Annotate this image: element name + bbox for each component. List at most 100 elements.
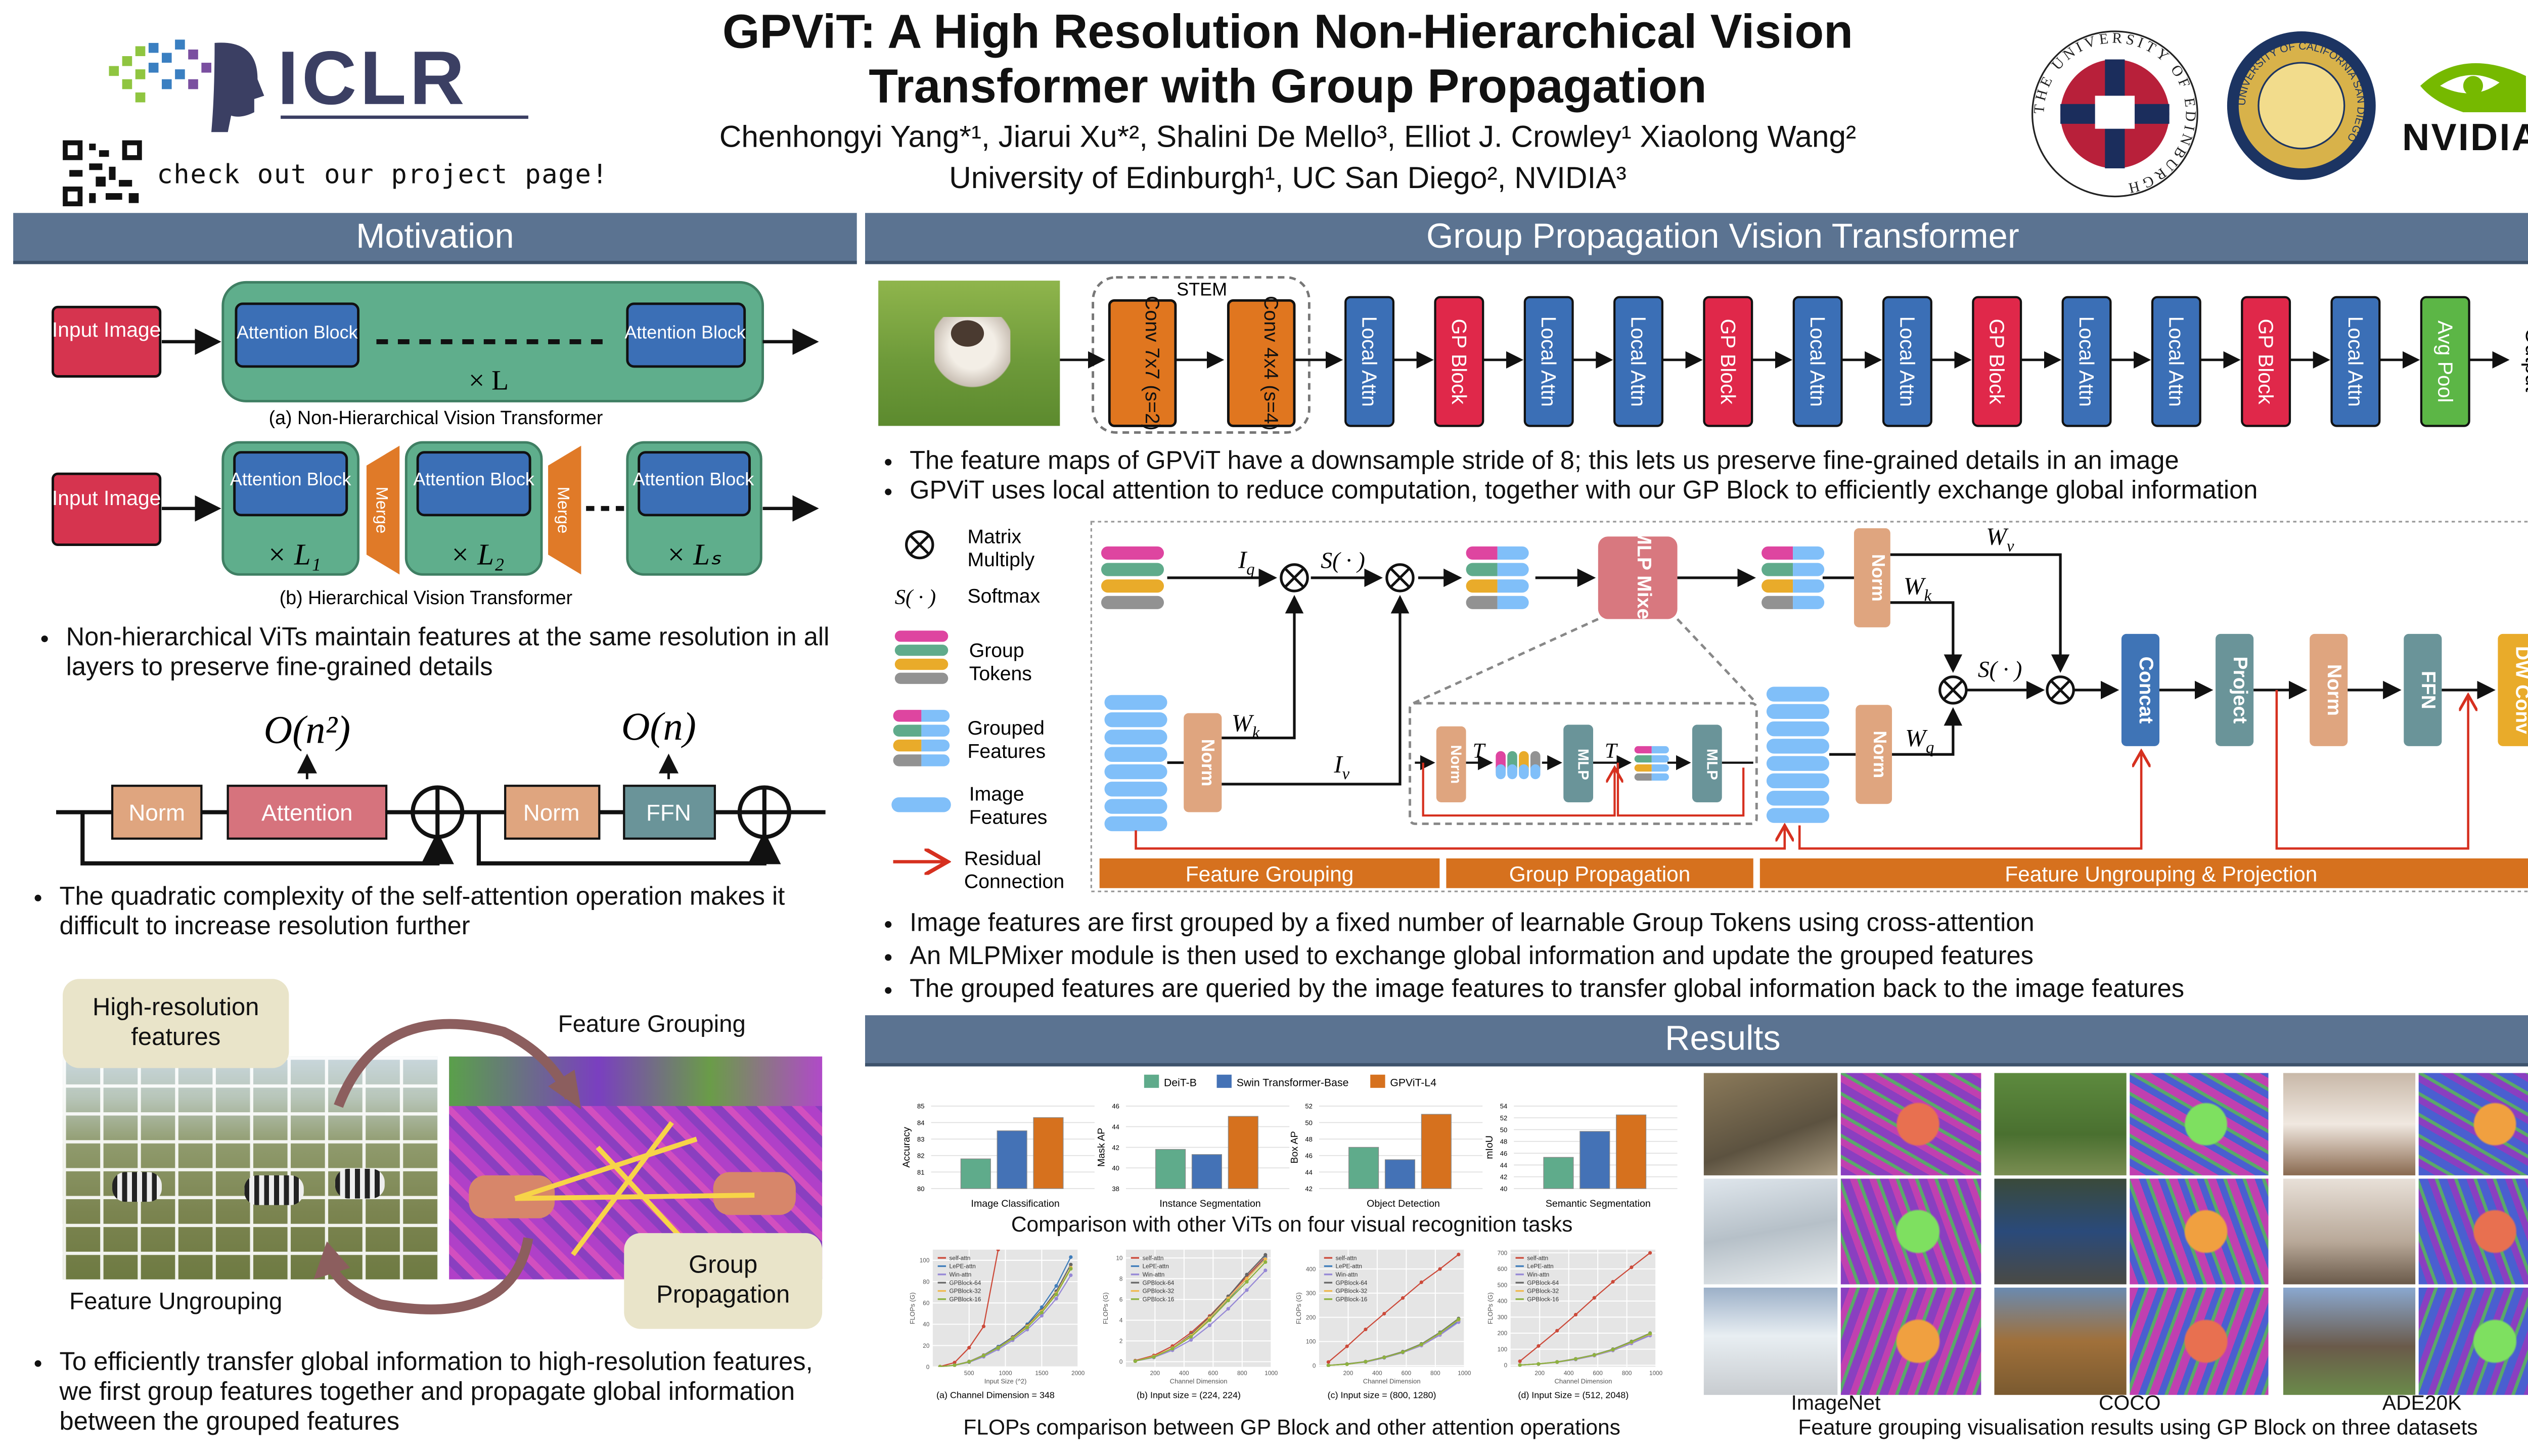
legend-label: GPBlock-64 <box>1336 1280 1368 1286</box>
Wv-label: Wv <box>1986 523 2014 556</box>
tick-label: 42 <box>1112 1144 1119 1151</box>
feature-ungrouping-label: Feature Ungrouping <box>69 1289 283 1316</box>
legend-label: Swin Transformer-Base <box>1237 1077 1349 1089</box>
legend-label: GPBlock-32 <box>1527 1288 1559 1295</box>
Wk-label: Wk <box>1904 572 1932 605</box>
pipeline-block-local <box>1344 296 1395 427</box>
series-self-attn <box>1518 1251 1652 1363</box>
bar-chart-caption: Comparison with other ViTs on four visua… <box>1011 1211 1573 1237</box>
bar <box>997 1130 1027 1189</box>
y-axis-label: Mask AP <box>1096 1128 1107 1167</box>
pipeline-block-local <box>1523 296 1574 427</box>
vis-caption: Feature grouping visualisation results u… <box>1798 1415 2478 1440</box>
pipeline-block-label: Local Attn <box>2075 316 2098 407</box>
tick-label: 44 <box>1500 1161 1508 1169</box>
x-axis-label: Input Size (^2) <box>984 1377 1027 1385</box>
x-tick-label: 500 <box>964 1370 974 1377</box>
legend-label: GPBlock-16 <box>1143 1296 1175 1303</box>
data-point <box>953 1360 957 1364</box>
series-self-attn <box>1326 1252 1461 1364</box>
bar <box>1348 1147 1379 1189</box>
pipeline-block-label: GP Block <box>1448 318 1471 404</box>
attention-block: Attention <box>261 800 352 826</box>
x-tick-label: 1500 <box>1035 1370 1049 1377</box>
data-point <box>1537 1344 1541 1348</box>
qr-code[interactable] <box>63 140 142 207</box>
vis-grouping-map <box>2418 1287 2528 1395</box>
x-tick-label: 600 <box>1208 1370 1218 1377</box>
legend-label: self-attn <box>950 1255 971 1261</box>
pipeline-block-local <box>1613 296 1663 427</box>
divider <box>281 115 528 119</box>
data-point <box>1648 1251 1652 1255</box>
gp-block-diagram: Matrix Multiply S( · ) Softmax Group Tok… <box>891 521 2528 893</box>
data-point <box>1518 1363 1522 1367</box>
repeat-Ls: × Lₛ <box>666 538 721 571</box>
nvidia-wordmark: NVIDIA. <box>2402 115 2528 159</box>
gpvit-pipeline: STEM Conv 7x7 (s=2) Conv 4x4 (s=4) Local… <box>1060 276 2528 434</box>
x-tick-label: 200 <box>1150 1370 1160 1377</box>
section-header-results: Results <box>865 1015 2528 1067</box>
legend-label: LePE-attn <box>1336 1263 1362 1270</box>
tick-label: 52 <box>1500 1114 1508 1122</box>
section-header-motivation: Motivation <box>13 213 857 264</box>
legend-label: Win-attn <box>950 1271 972 1278</box>
norm-block: Norm <box>1870 731 1890 778</box>
y-tick-label: 20 <box>923 1343 930 1349</box>
concat-block: Concat <box>2135 657 2157 724</box>
norm-block: Norm <box>1868 554 1889 602</box>
tick-label: 44 <box>1305 1168 1313 1176</box>
transpose-label: T <box>1605 739 1618 763</box>
y-tick-label: 2 <box>1119 1338 1123 1345</box>
data-point <box>1419 1280 1423 1284</box>
y-tick-label: 6 <box>1119 1297 1123 1303</box>
y-tick-label: 0 <box>1313 1363 1316 1370</box>
legend-label: self-attn <box>1336 1255 1357 1261</box>
mlp-block: MLP <box>1575 749 1592 780</box>
vis-grouping-map <box>1840 1287 1981 1395</box>
ffn-block: FFN <box>646 800 691 826</box>
legend-swatch <box>1144 1074 1159 1088</box>
ffn-block: FFN <box>2417 671 2439 709</box>
attention-block-label: Attention Block <box>633 469 754 489</box>
stage-group-propagation: Group Propagation <box>1509 862 1691 886</box>
vis-photo <box>1994 1178 2127 1285</box>
legend-label: LePE-attn <box>950 1263 976 1270</box>
series-line <box>1519 1333 1651 1366</box>
category-label: Instance Segmentation <box>1159 1198 1260 1209</box>
vis-photo <box>2283 1073 2416 1175</box>
project-page-link[interactable]: check out our project page! <box>157 158 609 190</box>
series-line <box>1519 1252 1651 1362</box>
mlp-block: MLP <box>1703 749 1720 780</box>
tick-label: 44 <box>1112 1123 1119 1130</box>
cat-input-image <box>878 281 1060 426</box>
data-point <box>1401 1350 1405 1354</box>
legend-label: Features <box>969 806 1048 828</box>
softmax-label: S( · ) <box>1321 547 1365 573</box>
attention-block-label: Attention Block <box>237 322 358 342</box>
add-icon <box>411 785 465 839</box>
data-point <box>1170 1347 1175 1351</box>
bar <box>1228 1116 1258 1189</box>
data-point <box>1326 1363 1330 1367</box>
stem-conv7-label: Conv 7x7 (s=2) <box>1141 296 1163 431</box>
gpvit-bullets-bottom: Image features are first grouped by a fi… <box>880 908 2528 1007</box>
data-point <box>1245 1288 1249 1292</box>
tick-label: 46 <box>1112 1103 1119 1110</box>
gpvit-bullets-top: The feature maps of GPViT have a downsam… <box>880 447 2528 507</box>
y-axis-label: mIoU <box>1484 1135 1495 1159</box>
data-point <box>1025 1326 1029 1330</box>
pipeline-block-local <box>1792 296 1843 427</box>
tick-label: 84 <box>917 1119 925 1126</box>
ucsd-seal: UNIVERSITY OF CALIFORNIA SAN DIEGO <box>2227 31 2376 180</box>
line-chart-caption: FLOPs comparison between GP Block and ot… <box>963 1415 1620 1440</box>
data-point <box>996 1249 1000 1252</box>
series-line <box>1328 1318 1459 1366</box>
x-tick-label: 400 <box>1179 1370 1189 1377</box>
poster-title: GPViT: A High Resolution Non-Hierarchica… <box>545 7 2031 116</box>
plot-area <box>1125 1249 1272 1367</box>
x-tick-label: 1000 <box>1458 1370 1471 1377</box>
ffn-complexity: O(n) <box>621 704 696 748</box>
softmax-symbol: S( · ) <box>895 585 936 609</box>
bullet: The grouped features are queried by the … <box>910 974 2528 1007</box>
